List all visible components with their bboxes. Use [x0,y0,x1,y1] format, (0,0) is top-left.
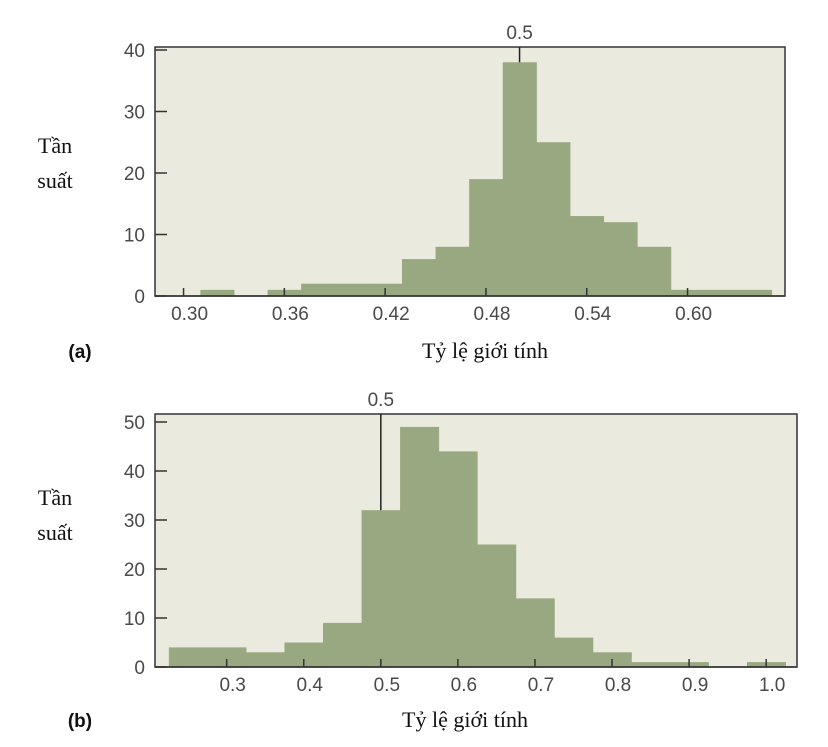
bar-a-12 [603,222,638,296]
x-tick-label-b-6: 0.9 [682,675,708,696]
x-tick-label-b-3: 0.6 [451,675,477,696]
x-tick-label-a-5: 0.60 [675,304,712,325]
x-tick-label-b-5: 0.8 [605,675,631,696]
histogram-b: Tần suất Tỷ lệ giới tính (b) 0.5 0.3 0.4 0… [37,390,798,732]
x-tick-label-a-2: 0.42 [373,304,410,325]
y-tick-label-a-3: 30 [124,103,145,124]
bar-a-7 [435,246,470,296]
y-tick-label-b-4: 40 [124,462,145,483]
xlabel-b: Tỷ lệ giới tính [402,707,528,732]
bar-b-6 [400,426,440,667]
y-tick-label-a-0: 0 [134,287,145,308]
x-tick-label-a-1: 0.36 [272,304,309,325]
bar-b-8 [477,544,517,667]
panel-label-a: (a) [68,342,91,363]
plot-frame-a [154,46,786,297]
bar-a-0 [200,289,235,296]
y-tick-label-b-2: 20 [124,560,145,581]
marker-label-a: 0.5 [506,23,532,44]
bar-a-8 [469,179,504,296]
histogram-a: Tần suất Tỷ lệ giới tính (a) 0.5 0.30 0.3… [37,23,786,363]
x-tick-label-b-2: 0.5 [374,675,400,696]
y-tick-label-b-3: 30 [124,511,145,532]
bar-b-0 [168,647,208,667]
x-tick-label-b-4: 0.7 [528,675,554,696]
bar-a-6 [401,259,437,296]
bar-b-12 [631,662,671,667]
ylabel-b-line1: Tần [38,485,72,510]
y-tick-label-b-5: 50 [124,413,145,434]
y-tick-label-a-4: 40 [124,41,145,62]
bar-a-9 [502,62,537,296]
bar-a-11 [569,216,605,296]
y-tick-label-a-1: 10 [124,226,145,247]
y-tick-label-b-0: 0 [134,658,145,679]
bar-b-10 [554,637,594,667]
ylabel-a-line1: Tần [38,133,72,158]
x-tick-label-a-3: 0.48 [473,304,510,325]
x-tick-label-b-0: 0.3 [219,675,245,696]
bar-a-13 [637,246,672,296]
bar-b-7 [438,451,478,667]
xlabel-a: Tỷ lệ giới tính [422,338,548,363]
bar-b-1 [207,647,247,667]
ylabel-a-line2: suất [37,168,72,193]
x-tick-label-b-1: 0.4 [297,675,324,696]
panel-label-b: (b) [68,711,92,732]
bar-a-10 [536,142,571,296]
x-tick-label-b-7: 1.0 [759,675,785,696]
bar-b-5 [361,510,401,667]
bar-a-4 [334,283,369,296]
x-tick-label-a-4: 0.54 [574,304,611,325]
plot-frame-b [154,413,798,668]
bar-b-9 [515,598,555,667]
y-tick-label-b-1: 10 [124,609,145,630]
bar-b-2 [245,652,285,667]
ylabel-b-line2: suất [37,520,72,545]
x-tick-label-a-0: 0.30 [171,304,208,325]
bar-b-4 [323,622,363,667]
bar-a-15 [704,289,739,296]
y-tick-label-a-2: 20 [124,164,145,185]
bar-a-16 [737,289,773,296]
marker-label-b: 0.5 [368,390,394,411]
bar-a-3 [301,283,336,296]
